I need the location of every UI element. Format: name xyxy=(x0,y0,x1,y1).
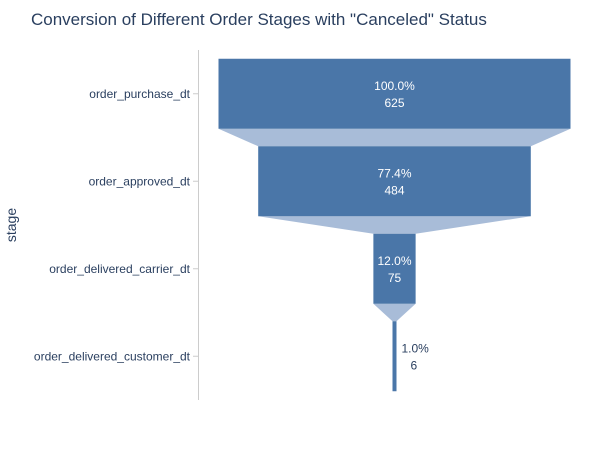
funnel-bars xyxy=(218,58,571,392)
funnel-bar-4 xyxy=(392,321,397,392)
percent-label: 77.4% xyxy=(377,166,411,180)
y-axis-title: stage xyxy=(3,208,19,242)
value-label: 484 xyxy=(384,183,404,197)
funnel-bar-1 xyxy=(218,58,571,129)
y-tick-label: order_delivered_customer_dt xyxy=(34,349,191,363)
chart-title: Conversion of Different Order Stages wit… xyxy=(31,10,487,29)
funnel-bar-2 xyxy=(258,146,531,217)
value-label: 625 xyxy=(384,96,404,110)
value-label: 75 xyxy=(388,271,402,285)
y-tick-label: order_purchase_dt xyxy=(89,87,190,101)
funnel-bar-3 xyxy=(373,233,416,304)
y-axis-ticks: order_purchase_dt order_approved_dt order_… xyxy=(34,87,198,363)
percent-label: 1.0% xyxy=(402,341,430,355)
percent-label: 100.0% xyxy=(374,79,415,93)
y-tick-label: order_approved_dt xyxy=(89,174,191,188)
connector-2 xyxy=(258,216,531,234)
connector-1 xyxy=(218,128,571,147)
connectors xyxy=(218,128,571,322)
percent-label: 12.0% xyxy=(377,254,411,268)
data-labels: 100.0% 625 77.4% 484 12.0% 75 1.0% 6 xyxy=(374,79,429,373)
connector-3 xyxy=(373,303,416,322)
value-label: 6 xyxy=(411,358,418,372)
y-tick-label: order_delivered_carrier_dt xyxy=(49,262,190,276)
